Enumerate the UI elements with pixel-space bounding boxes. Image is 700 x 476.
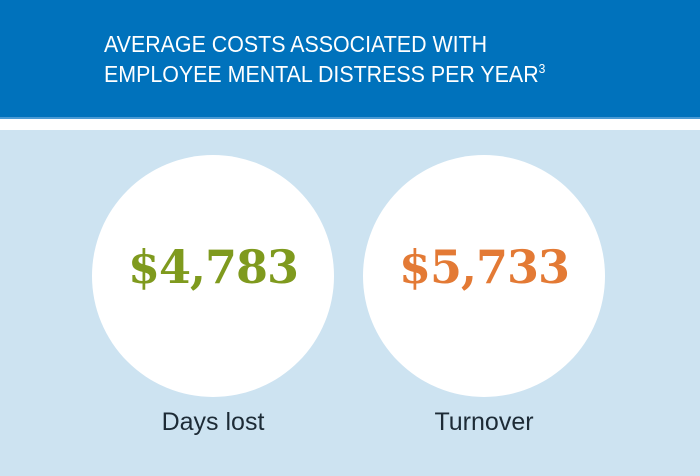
stat-label-days-lost: Days lost	[161, 408, 265, 436]
header-banner: AVERAGE COSTS ASSOCIATED WITH EMPLOYEE M…	[0, 0, 700, 117]
stat-circle-days-lost: $4,783	[92, 155, 334, 397]
title-line-1: AVERAGE COSTS ASSOCIATED WITH	[104, 31, 488, 57]
stat-label-turnover: Turnover	[434, 408, 534, 436]
header-divider	[0, 117, 700, 119]
stat-value-turnover: $5,733	[398, 240, 570, 294]
footnote-marker: 3	[538, 61, 546, 76]
page-title: AVERAGE COSTS ASSOCIATED WITH EMPLOYEE M…	[104, 29, 545, 89]
white-divider-band	[0, 119, 700, 130]
stat-circle-turnover: $5,733	[363, 155, 605, 397]
stat-value-days-lost: $4,783	[127, 240, 299, 294]
title-line-2: EMPLOYEE MENTAL DISTRESS PER YEAR	[104, 61, 539, 87]
